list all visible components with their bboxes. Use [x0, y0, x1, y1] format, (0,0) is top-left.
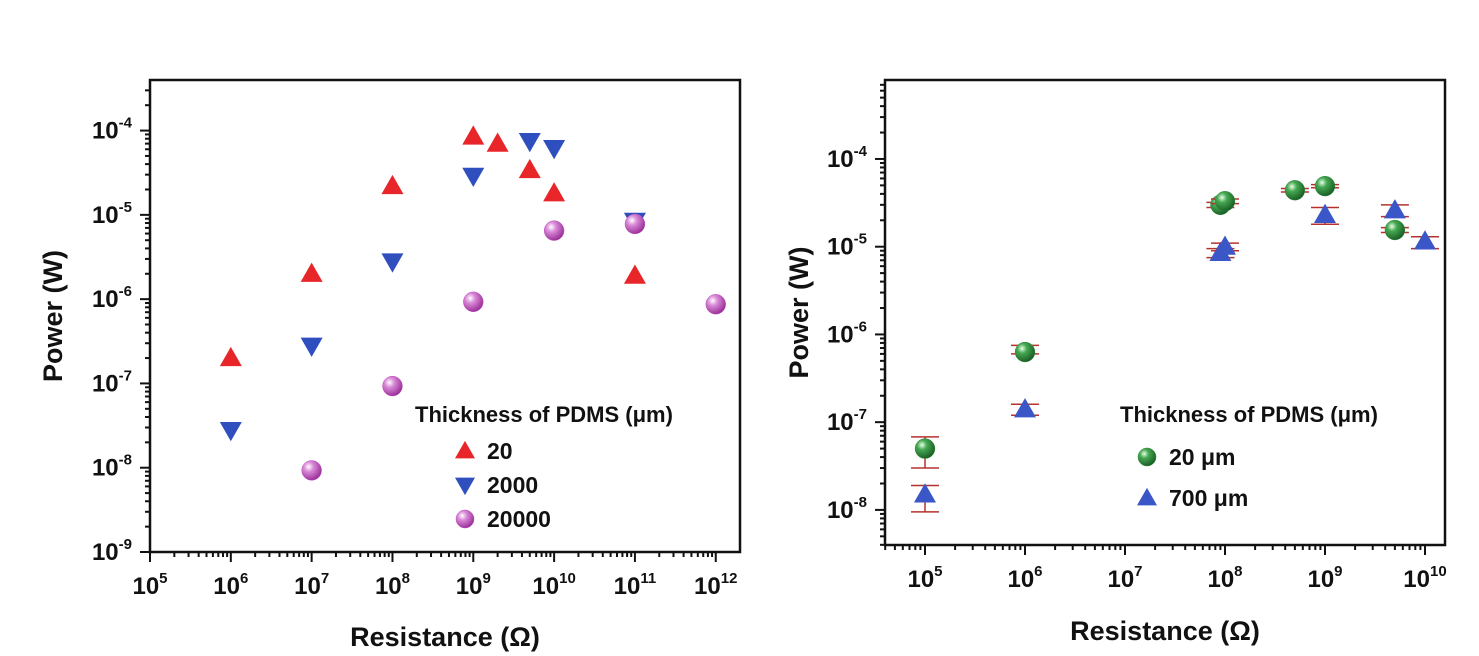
y-axis: 10-4 10-5 10-6 10-7 10-8 10-9: [92, 89, 150, 566]
x-tick-label: 107: [294, 570, 329, 600]
x-tick-label: 105: [907, 563, 942, 593]
data-point: [1014, 398, 1036, 418]
chart-panel-2: 105 106 107 108 109 1010 10-4 10-5 10-6 10-7 10-8 R…: [784, 78, 1447, 646]
x-tick-label: 108: [375, 570, 410, 600]
series-2: [911, 199, 1439, 513]
x-tick-label: 107: [1107, 563, 1142, 593]
data-point: [1314, 175, 1336, 197]
series-1: [219, 125, 646, 367]
x-tick-label: 105: [132, 570, 167, 600]
legend-title: Thickness of PDMS (μm): [415, 402, 673, 427]
data-point: [518, 133, 541, 153]
data-point: [1014, 341, 1036, 363]
x-axis-title: Resistance (Ω): [350, 622, 540, 652]
legend-title: Thickness of PDMS (μm): [1120, 402, 1378, 427]
y-tick-label: 10-7: [92, 367, 132, 397]
data-point: [914, 438, 936, 459]
data-point: [381, 174, 404, 195]
data-point: [543, 182, 566, 202]
x-tick-label: 1012: [694, 570, 737, 600]
legend-marker: [455, 440, 475, 459]
data-point: [1384, 219, 1406, 241]
legend-marker: [1137, 447, 1157, 467]
legend-marker: [1137, 487, 1157, 506]
data-point: [486, 132, 509, 152]
x-tick-label: 108: [1207, 563, 1242, 593]
data-point: [1314, 203, 1336, 224]
x-tick-label: 106: [213, 570, 248, 600]
data-point: [623, 264, 646, 284]
legend-label: 20 μm: [1169, 444, 1236, 470]
x-axis: 105 106 107 108 109 1010: [884, 545, 1447, 593]
data-point: [301, 460, 322, 481]
y-tick-label: 10-8: [827, 494, 867, 524]
legend-marker: [455, 477, 475, 496]
y-tick-label: 10-4: [827, 143, 868, 173]
data-point: [463, 291, 484, 312]
data-point: [1214, 235, 1236, 255]
legend-label: 20: [487, 438, 513, 464]
data-point: [219, 346, 242, 367]
legend-label: 20000: [487, 506, 551, 532]
data-point: [518, 158, 541, 179]
data-point: [300, 337, 323, 357]
x-tick-label: 109: [1307, 563, 1342, 593]
data-point: [705, 294, 726, 315]
data-point: [1383, 199, 1406, 219]
y-axis-title: Power (W): [784, 247, 814, 379]
data-point: [381, 253, 404, 273]
series-1: [911, 175, 1409, 469]
data-point: [1214, 191, 1236, 212]
y-tick-label: 10-9: [92, 536, 132, 566]
series-3: [301, 213, 726, 481]
data-point: [462, 167, 485, 188]
x-tick-label: 1011: [614, 570, 657, 600]
data-point: [1284, 180, 1306, 201]
chart-panel-1: 105 106 107 108 109 1010 1011 101210-410-510-61…: [38, 78, 742, 652]
data-point: [300, 262, 323, 282]
data-point: [543, 220, 565, 241]
data-point: [382, 375, 403, 397]
y-tick-label: 10-8: [92, 452, 132, 482]
legend: Thickness of PDMS (μm) 20 2000 20000: [415, 402, 673, 532]
data-point: [914, 483, 936, 503]
y-tick-label: 10-5: [92, 199, 132, 229]
x-axis-title: Resistance (Ω): [1070, 616, 1260, 646]
legend: Thickness of PDMS (μm) 20 μm 700 μm: [1120, 402, 1378, 511]
y-axis: 10-4 10-5 10-6 10-7 10-8: [827, 83, 885, 546]
x-tick-label: 1010: [1403, 563, 1446, 593]
y-tick-label: 10-6: [92, 283, 132, 313]
x-tick-label: 1010: [532, 570, 575, 600]
plot-frame: [148, 78, 742, 554]
y-tick-label: 10-7: [827, 406, 867, 436]
plot-frame: [883, 78, 1447, 547]
y-tick-label: 10-4: [92, 115, 133, 145]
series-2: [219, 133, 646, 442]
y-axis-title: Power (W): [38, 250, 68, 382]
y-tick-label: 10-5: [827, 231, 867, 261]
data-point: [543, 139, 566, 160]
y-tick-label: 10-6: [827, 318, 867, 348]
x-axis: 105 106 107 108 109 1010 1011 1012: [132, 552, 737, 600]
data-point: [462, 125, 485, 145]
data-point: [219, 421, 242, 442]
legend-label: 2000: [487, 472, 538, 498]
x-tick-label: 109: [456, 570, 491, 600]
data-point: [1414, 230, 1436, 250]
legend-marker: [455, 509, 475, 529]
legend-label: 700 μm: [1169, 485, 1248, 511]
data-point: [624, 213, 646, 235]
x-tick-label: 106: [1007, 563, 1042, 593]
